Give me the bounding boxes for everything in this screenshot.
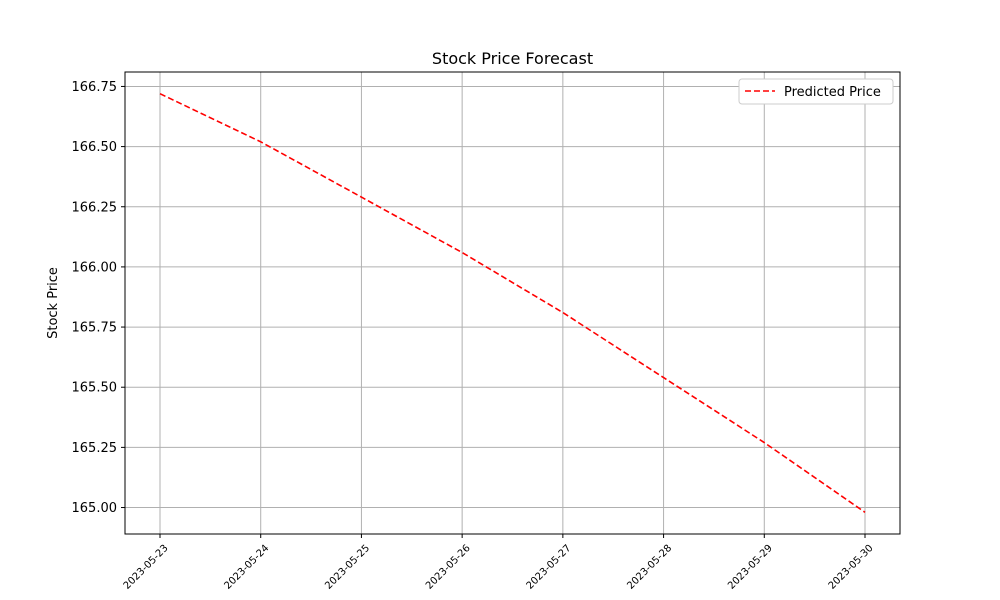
y-tick-label: 165.50 xyxy=(72,381,118,396)
series-lines xyxy=(159,92,866,513)
plot-frame xyxy=(124,71,901,535)
chart-title: Stock Price Forecast xyxy=(432,49,593,68)
y-axis: 165.00 165.25 165.50 165.75 166.00 166.25 166.… xyxy=(72,80,125,516)
y-axis-label: Stock Price xyxy=(46,267,61,339)
y-tick-label: 166.00 xyxy=(72,260,118,275)
grid-lines xyxy=(125,72,900,534)
y-tick-label: 166.25 xyxy=(72,200,118,215)
y-tick-label: 165.00 xyxy=(72,501,118,516)
y-tick-label: 166.75 xyxy=(72,80,118,95)
legend-label: Predicted Price xyxy=(784,85,881,100)
y-tick-label: 165.25 xyxy=(72,441,118,456)
y-tick-label: 166.50 xyxy=(72,140,118,155)
series-line-predicted-price xyxy=(159,92,866,513)
y-tick-label: 165.75 xyxy=(72,321,118,336)
legend: Predicted Price xyxy=(738,78,894,105)
legend-box xyxy=(738,78,894,105)
